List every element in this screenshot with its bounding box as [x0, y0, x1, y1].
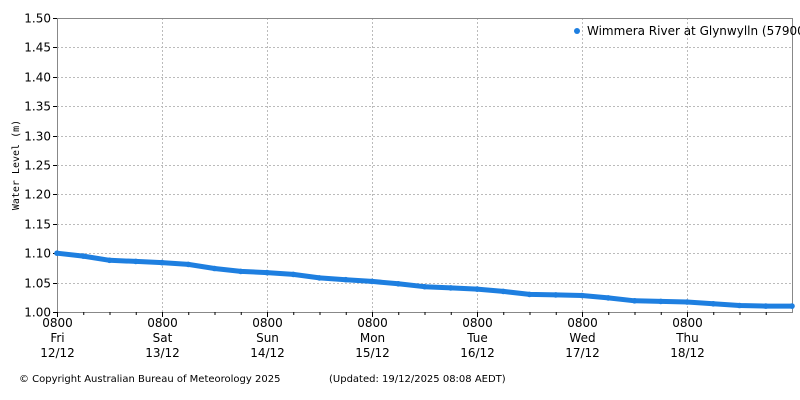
x-tick-time: 0800 — [147, 316, 178, 330]
x-tick-day: Wed — [569, 331, 595, 345]
data-point — [631, 298, 638, 304]
data-point — [316, 275, 323, 281]
grid-lines — [57, 18, 792, 312]
data-point — [421, 283, 428, 290]
y-tick-label: 1.50 — [24, 12, 51, 26]
y-tick-label: 1.15 — [24, 218, 51, 232]
data-point — [448, 285, 454, 291]
x-tick-day: Sun — [256, 331, 279, 345]
legend-label: Wimmera River at Glynwylln (579009) — [587, 24, 800, 38]
data-point — [526, 291, 533, 298]
data-point — [238, 268, 244, 275]
x-tick-date: 18/12 — [670, 346, 705, 360]
y-axis-label: Water Level (m) — [11, 120, 22, 210]
data-point — [54, 250, 60, 256]
x-tick-time: 0800 — [42, 316, 73, 330]
x-tick-date: 15/12 — [355, 346, 390, 360]
y-axis: 1.00 1.05 1.10 1.15 1.20 1.25 1.30 1.35 1.40 1.45… — [24, 12, 57, 320]
x-tick-time: 0800 — [672, 316, 703, 330]
legend: Wimmera River at Glynwylln (579009) — [574, 24, 800, 38]
data-point — [369, 278, 375, 285]
series-layer — [54, 250, 795, 309]
x-tick-date: 14/12 — [250, 346, 285, 360]
data-point — [553, 292, 559, 298]
y-tick-label: 1.25 — [24, 159, 51, 173]
data-point — [579, 292, 585, 299]
y-tick-label: 1.10 — [24, 247, 51, 261]
x-tick-time: 0800 — [252, 316, 283, 330]
legend-marker — [574, 28, 580, 34]
data-point — [474, 286, 480, 292]
data-point — [211, 265, 218, 272]
x-tick-day: Sat — [153, 331, 173, 345]
data-point — [684, 299, 690, 305]
x-tick-day: Fri — [50, 331, 64, 345]
x-tick-date: 13/12 — [145, 346, 180, 360]
x-tick-day: Thu — [675, 331, 699, 345]
data-point — [605, 295, 612, 301]
y-tick-label: 1.20 — [24, 188, 51, 202]
data-point — [133, 258, 139, 265]
data-point — [500, 288, 507, 295]
data-point — [159, 259, 165, 266]
copyright-text: © Copyright Australian Bureau of Meteoro… — [19, 374, 281, 385]
y-tick-label: 1.00 — [24, 306, 51, 320]
x-tick-date: 16/12 — [460, 346, 495, 360]
y-tick-label: 1.30 — [24, 130, 51, 144]
y-tick-label: 1.45 — [24, 41, 51, 55]
x-tick-day: Tue — [466, 331, 488, 345]
x-tick-time: 0800 — [357, 316, 388, 330]
series-line — [54, 250, 795, 309]
data-point — [736, 302, 743, 309]
data-point — [343, 276, 349, 283]
data-point — [395, 281, 402, 287]
data-point — [658, 298, 664, 305]
data-point — [763, 303, 769, 309]
data-point — [789, 303, 795, 309]
data-point — [290, 271, 297, 278]
updated-timestamp: (Updated: 19/12/2025 08:08 AEDT) — [329, 374, 506, 385]
data-point — [710, 301, 717, 307]
data-point — [80, 253, 87, 259]
x-tick-time: 0800 — [567, 316, 598, 330]
y-tick-label: 1.35 — [24, 100, 51, 114]
y-tick-label: 1.05 — [24, 277, 51, 291]
data-point — [185, 261, 192, 268]
y-tick-label: 1.40 — [24, 71, 51, 85]
x-tick-date: 12/12 — [40, 346, 75, 360]
x-tick-time: 0800 — [462, 316, 493, 330]
x-tick-date: 17/12 — [565, 346, 600, 360]
x-axis: 0800Fri12/120800Sat13/120800Sun14/120800… — [40, 312, 767, 360]
data-point — [106, 257, 113, 264]
data-point — [264, 269, 270, 276]
x-tick-day: Mon — [360, 331, 385, 345]
